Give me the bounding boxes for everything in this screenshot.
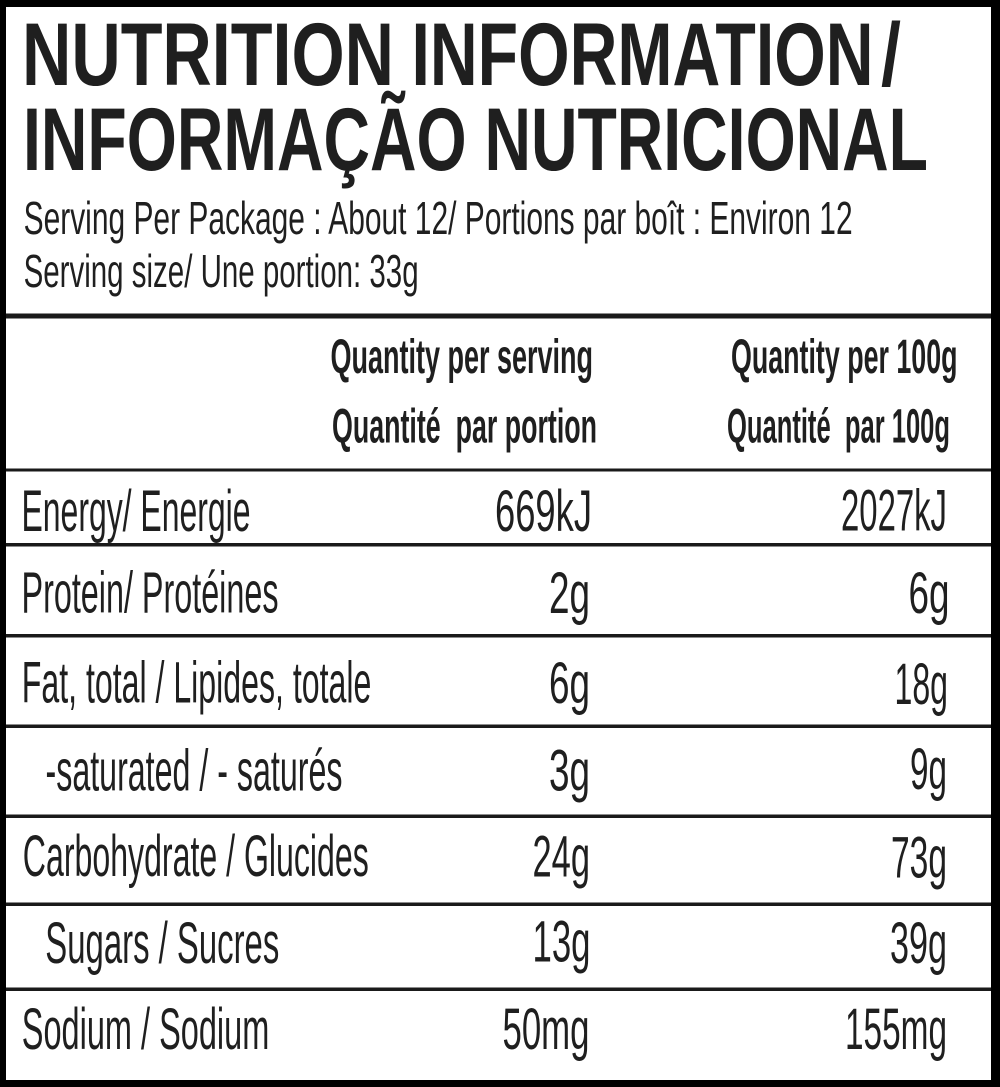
svg-text:/: / xyxy=(881,5,901,104)
svg-text:Quantity per 100g: Quantity per 100g xyxy=(731,331,958,384)
svg-text:INFORMAÇÃO NUTRICIONAL: INFORMAÇÃO NUTRICIONAL xyxy=(23,90,928,189)
svg-text:Carbohydrate / Glucides: Carbohydrate / Glucides xyxy=(23,824,369,889)
svg-text:Quantité par portion: Quantité par portion xyxy=(332,401,597,454)
svg-text:Fat, total / Lipides, totale: Fat, total / Lipides, totale xyxy=(22,651,372,716)
svg-text:50mg: 50mg xyxy=(503,997,590,1062)
svg-text:6g: 6g xyxy=(549,651,590,716)
svg-text:24g: 24g xyxy=(533,825,591,890)
svg-text:3g: 3g xyxy=(549,739,590,804)
svg-text:9g: 9g xyxy=(910,737,947,802)
svg-text:Protein/ Protéines: Protein/ Protéines xyxy=(22,561,279,626)
svg-text:Quantity per serving: Quantity per serving xyxy=(331,331,594,384)
svg-text:Serving Per Package : About 12: Serving Per Package : About 12/ Portions… xyxy=(24,192,853,244)
svg-text:18g: 18g xyxy=(895,652,949,717)
svg-text:Serving size/ Une portion: 33g: Serving size/ Une portion: 33g xyxy=(24,245,419,297)
svg-text:155mg: 155mg xyxy=(845,997,947,1062)
svg-text:Sugars / Sucres: Sugars / Sucres xyxy=(45,911,279,976)
svg-text:73g: 73g xyxy=(891,826,947,891)
svg-text:669kJ: 669kJ xyxy=(495,479,592,544)
svg-text:-saturated / - saturés: -saturated / - saturés xyxy=(46,739,343,804)
svg-text:2027kJ: 2027kJ xyxy=(841,479,947,544)
svg-text:Energy/ Energie: Energy/ Energie xyxy=(22,479,251,544)
svg-text:13g: 13g xyxy=(533,910,591,975)
svg-text:INFORMATION: INFORMATION xyxy=(412,5,874,104)
svg-text:6g: 6g xyxy=(909,561,950,626)
svg-text:2g: 2g xyxy=(549,561,590,626)
svg-text:Quantité par 100g: Quantité par 100g xyxy=(727,401,950,454)
svg-text:Sodium / Sodium: Sodium / Sodium xyxy=(22,997,269,1062)
svg-text:39g: 39g xyxy=(890,911,947,976)
svg-text:NUTRITION: NUTRITION xyxy=(22,5,394,104)
